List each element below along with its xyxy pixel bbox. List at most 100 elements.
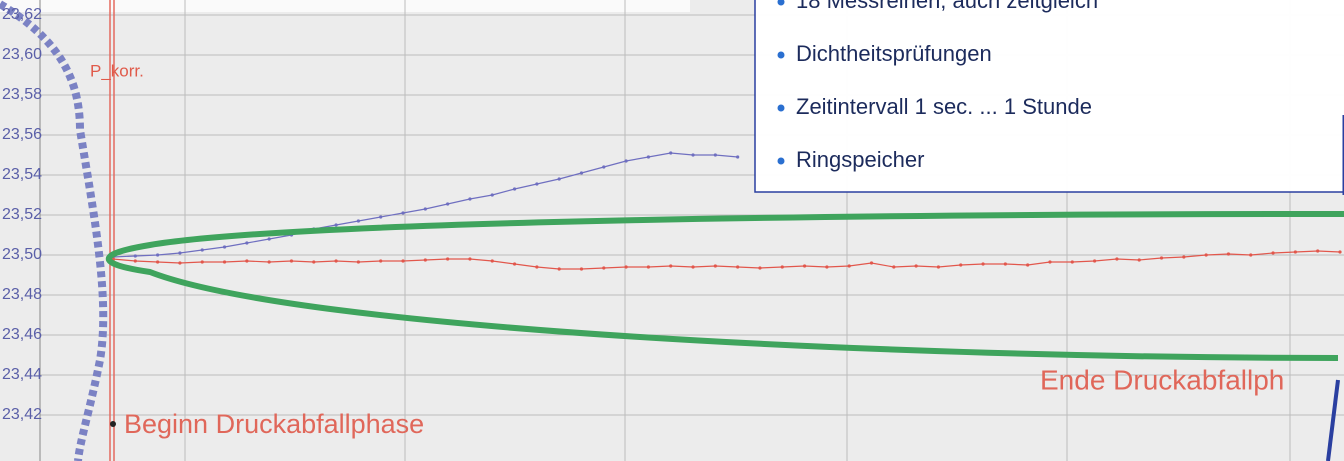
y-tick-label: 23,56 <box>2 126 42 143</box>
data-point <box>156 260 160 264</box>
edge-line <box>1326 379 1340 461</box>
data-point <box>1204 253 1208 257</box>
data-point <box>245 259 249 263</box>
data-point <box>1271 251 1275 255</box>
data-point <box>1293 250 1297 254</box>
data-point <box>222 245 227 249</box>
data-point <box>379 259 383 263</box>
bullet-text: 18 Messreihen, auch zeitgleich <box>796 0 1098 13</box>
data-point <box>646 265 651 269</box>
y-tick-label: 23,44 <box>2 366 42 383</box>
data-point <box>1159 256 1164 260</box>
data-point <box>691 265 695 269</box>
dotted-arc <box>0 0 108 461</box>
bullet-dot <box>777 157 785 165</box>
data-point <box>669 151 673 155</box>
data-point <box>847 264 851 268</box>
data-point <box>1048 260 1052 264</box>
data-point <box>579 267 584 271</box>
data-point <box>869 261 874 265</box>
data-point <box>1093 259 1097 263</box>
data-point <box>825 265 829 269</box>
bullet-text: Dichtheitsprüfungen <box>796 41 992 66</box>
data-point <box>512 187 517 191</box>
highlight-ellipse <box>105 211 1344 361</box>
data-point <box>490 259 494 263</box>
y-tick-label: 23,62 <box>2 6 42 23</box>
data-point <box>736 155 740 159</box>
y-tick-label: 23,58 <box>2 86 42 103</box>
data-point <box>1003 262 1007 266</box>
data-point <box>780 265 784 269</box>
data-point <box>602 165 606 169</box>
annotation: P_korr. <box>90 61 144 80</box>
data-point <box>1316 249 1320 253</box>
data-point <box>490 193 494 197</box>
bullet-dot <box>777 104 785 112</box>
data-point <box>267 237 271 241</box>
data-point <box>423 258 427 262</box>
data-point <box>245 241 249 245</box>
data-point <box>200 248 204 252</box>
y-tick-label: 23,54 <box>2 166 42 183</box>
data-point <box>579 171 584 175</box>
data-point <box>1249 253 1253 257</box>
data-point <box>669 264 673 268</box>
data-point <box>1070 260 1074 264</box>
y-tick-label: 23,60 <box>2 46 42 63</box>
data-point <box>1115 257 1119 261</box>
data-point <box>312 260 316 264</box>
data-point <box>1026 263 1030 267</box>
data-point <box>178 251 182 255</box>
info-box <box>754 0 1344 193</box>
data-point <box>981 262 985 266</box>
data-point <box>356 260 360 264</box>
series-group <box>111 151 1342 271</box>
annotation-dot <box>110 421 116 427</box>
data-point <box>936 265 941 269</box>
y-tick-label: 23,48 <box>2 286 42 303</box>
data-point <box>713 153 717 157</box>
window-strip <box>0 0 690 12</box>
data-point <box>512 262 517 266</box>
data-point <box>557 267 561 271</box>
data-point <box>222 260 227 264</box>
data-point <box>535 265 539 269</box>
data-point <box>1137 258 1141 262</box>
y-tick-label: 23,52 <box>2 206 42 223</box>
data-point <box>557 177 561 181</box>
data-point <box>691 153 695 157</box>
data-point <box>356 219 360 223</box>
data-point <box>892 265 896 269</box>
data-point <box>468 197 472 201</box>
annotation: Ende Druckabfallph <box>1040 364 1284 395</box>
y-tick-label: 23,50 <box>2 246 42 263</box>
y-tick-label: 23,42 <box>2 406 42 423</box>
data-point <box>646 155 651 159</box>
bullet-text: Ringspeicher <box>796 147 924 172</box>
data-point <box>624 159 628 163</box>
data-point <box>334 259 338 263</box>
data-point <box>758 266 762 270</box>
data-point <box>133 254 137 258</box>
data-point <box>713 264 717 268</box>
y-tick-label: 23,46 <box>2 326 42 343</box>
data-point <box>914 264 918 268</box>
data-point <box>133 259 137 263</box>
data-point <box>1226 252 1231 256</box>
data-point <box>535 182 539 186</box>
data-point <box>602 266 606 270</box>
data-point <box>446 202 450 206</box>
data-point <box>379 215 383 219</box>
data-point <box>423 207 427 211</box>
data-point <box>624 265 628 269</box>
bullet-dot <box>777 51 785 59</box>
data-point <box>468 257 472 261</box>
annotation: Beginn Druckabfallphase <box>124 409 424 439</box>
data-point <box>267 260 271 264</box>
data-point <box>334 223 338 227</box>
bullet-text: Zeitintervall 1 sec. ... 1 Stunde <box>796 94 1092 119</box>
data-point <box>1182 255 1186 259</box>
data-point <box>959 263 963 267</box>
